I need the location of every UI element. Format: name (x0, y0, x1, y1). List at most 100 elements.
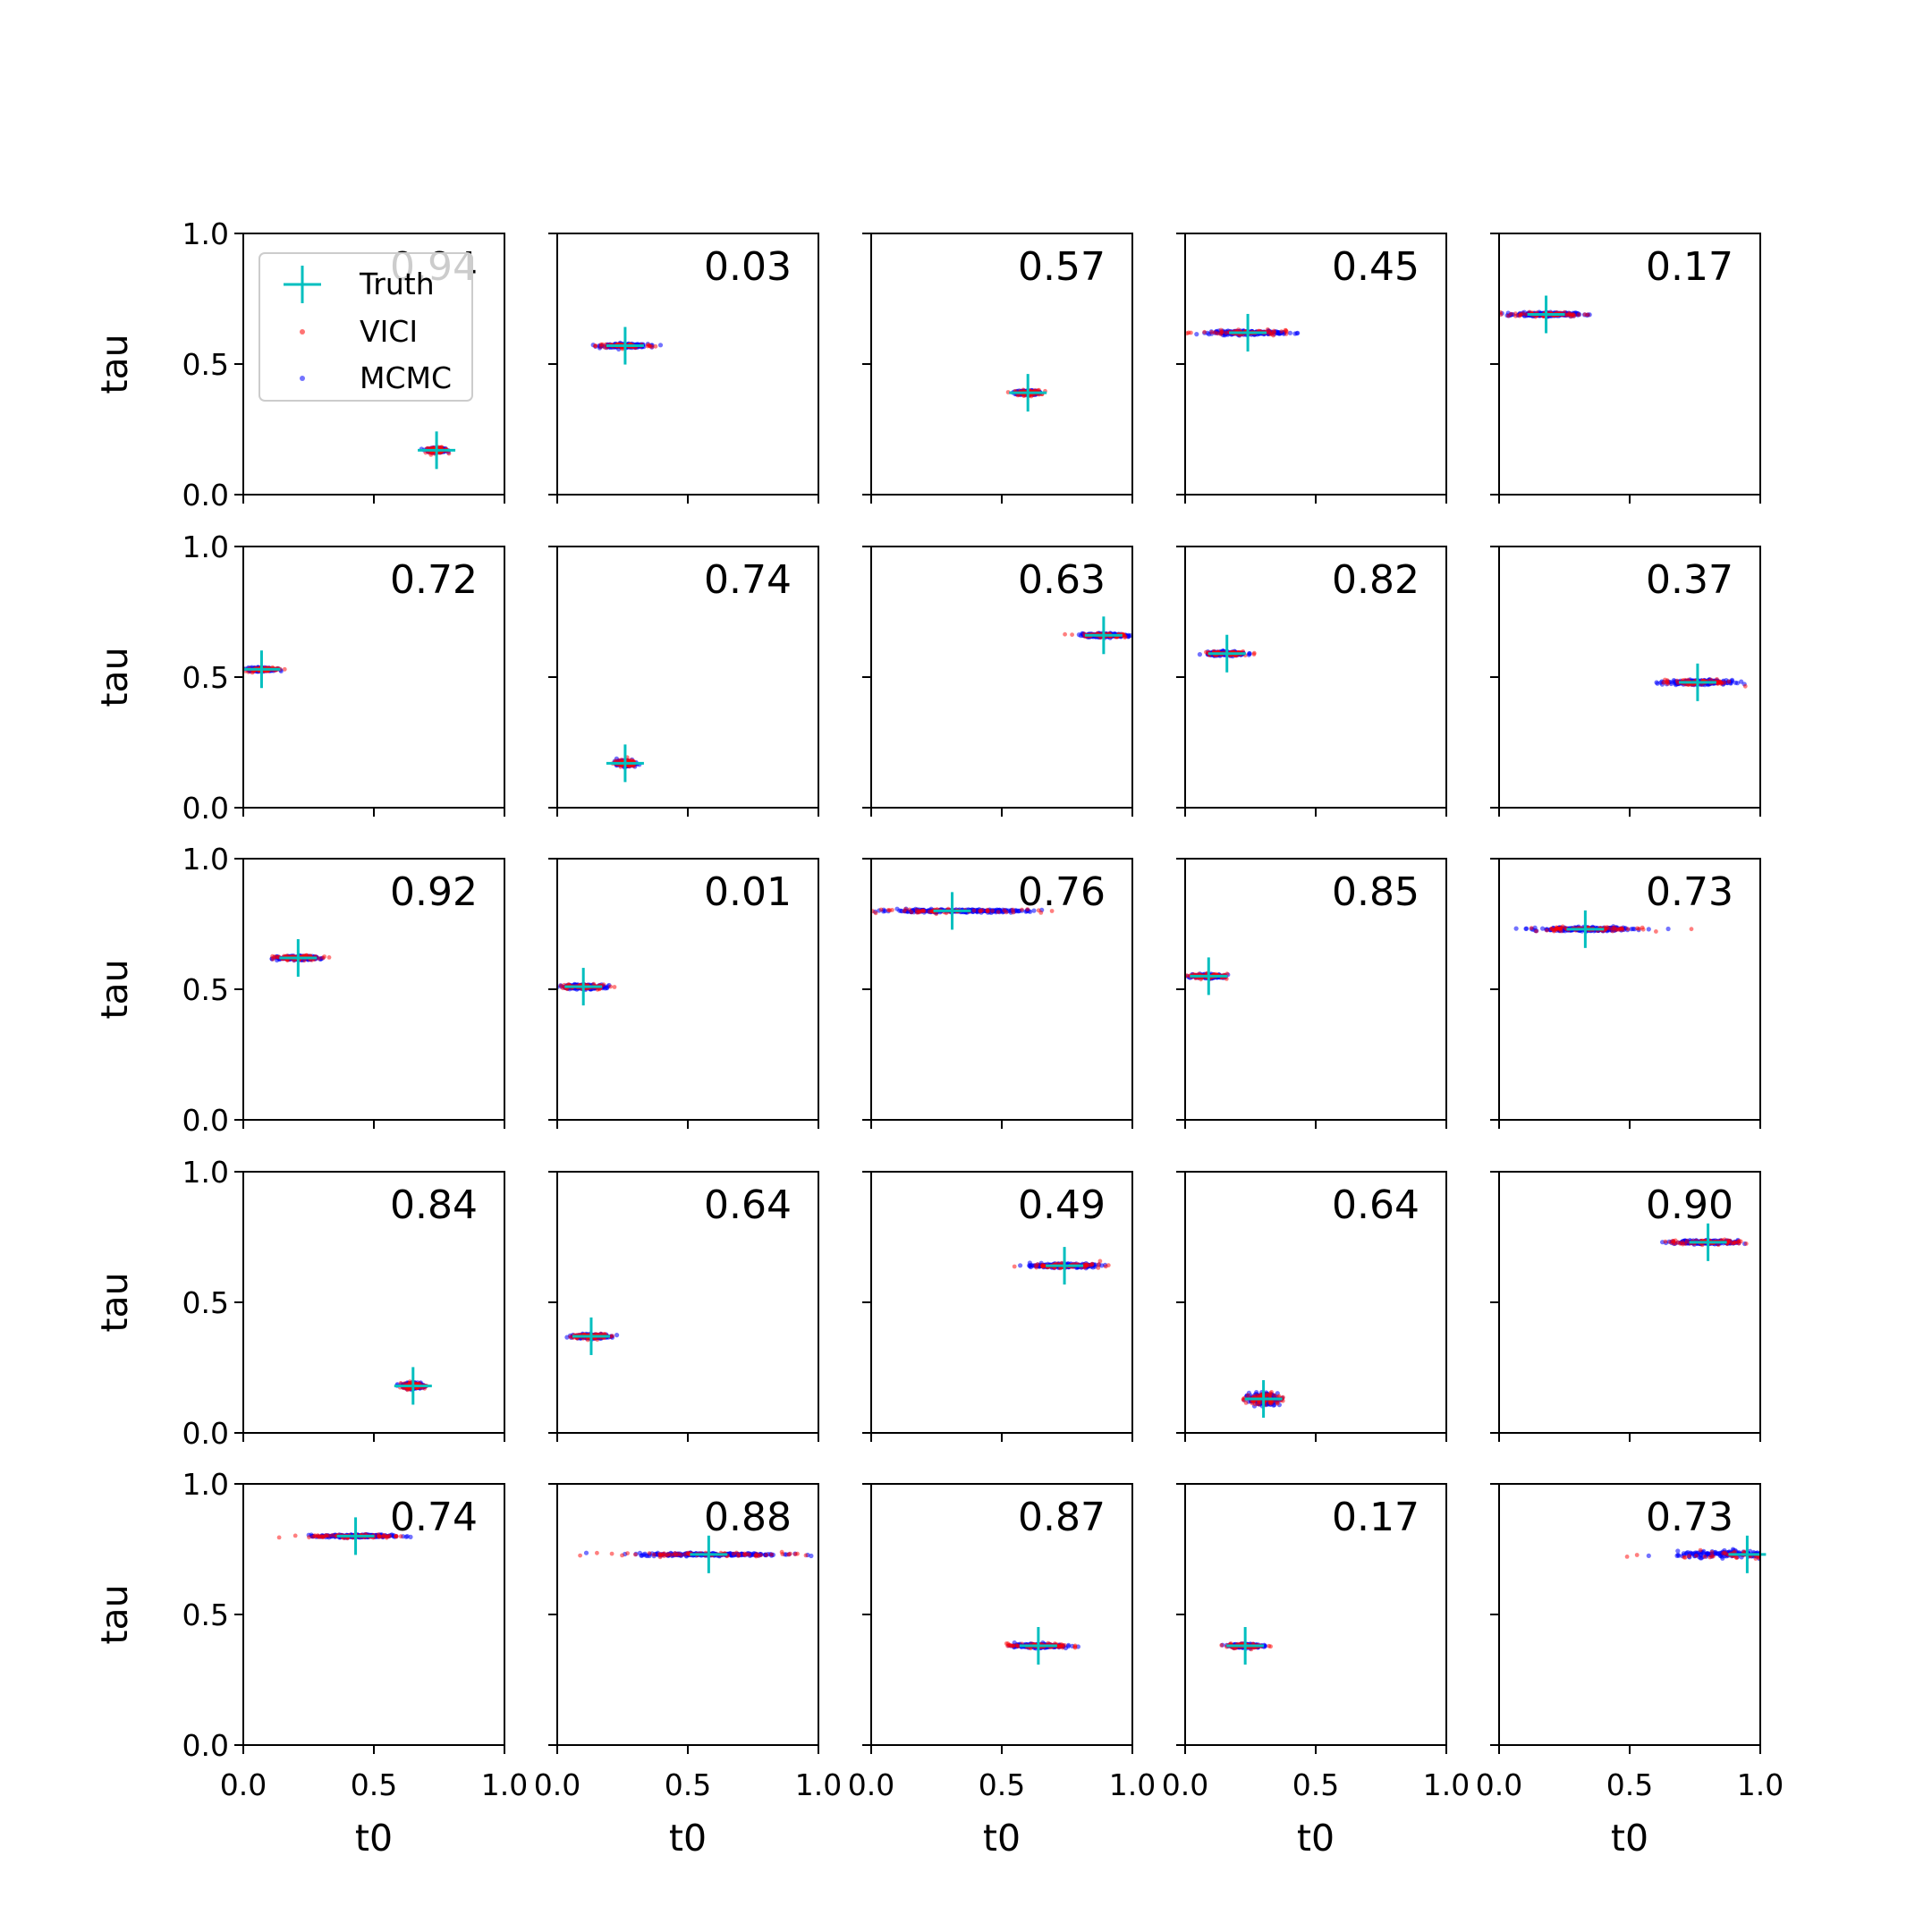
subplot: 0.03 (548, 233, 819, 504)
vici-point (1284, 329, 1289, 335)
vici-point (996, 910, 1001, 914)
vici-point (645, 343, 650, 349)
panel-value-label: 0.57 (1018, 244, 1106, 290)
panel-value-label: 0.92 (390, 869, 478, 915)
vici-point (1212, 330, 1217, 335)
vici-point (593, 343, 597, 349)
mcmc-point (1247, 650, 1252, 657)
subplot: 0.01 (548, 858, 819, 1129)
vici-point (1726, 679, 1732, 684)
vici-point (1521, 311, 1525, 316)
vici-point (1049, 909, 1055, 913)
vici-point (1025, 907, 1030, 912)
vici-point (1011, 910, 1016, 915)
mcmc-point (1126, 633, 1131, 640)
panel-value-label: 0.03 (704, 244, 792, 290)
vici-point (1020, 907, 1024, 912)
y-tick-label: 1.0 (182, 216, 229, 251)
panel-value-label: 0.76 (1018, 869, 1106, 915)
subplot: 0.74 (548, 546, 819, 817)
mcmc-point (1294, 331, 1300, 336)
vici-point (1224, 330, 1229, 335)
mcmc-point (1665, 926, 1671, 932)
vici-point (282, 666, 287, 672)
panel-value-label: 0.37 (1646, 557, 1733, 603)
vici-point (1185, 973, 1190, 979)
vici-point (914, 910, 919, 915)
mcmc-point (1734, 681, 1741, 686)
vici-point (423, 450, 428, 455)
subplot: 0.37 (1490, 546, 1761, 817)
vici-point (1004, 910, 1009, 915)
vici-point (320, 955, 326, 961)
y-axis-label: tau (93, 959, 136, 1019)
y-tick-label: 0.0 (182, 791, 229, 826)
panel-value-label: 0.72 (390, 557, 478, 603)
vici-point (1570, 312, 1575, 317)
vici-point (909, 910, 914, 915)
vici-point (903, 907, 908, 911)
y-tick-label: 1.0 (182, 530, 229, 564)
subplot: 0.45 (1176, 233, 1447, 504)
mcmc-point (657, 343, 664, 348)
vici-point (1719, 680, 1724, 685)
vici-point (317, 956, 321, 961)
panel-value-label: 0.74 (704, 557, 792, 603)
y-tick-label: 0.5 (182, 347, 229, 382)
y-tick-label: 0.5 (182, 660, 229, 695)
vici-point (1070, 632, 1074, 637)
vici-point (990, 909, 995, 913)
mcmc-point (1540, 926, 1546, 931)
mcmc-point (1287, 330, 1293, 335)
vici-point (873, 911, 878, 916)
vici-point (608, 984, 613, 989)
vici-point (326, 955, 332, 960)
y-axis-label: tau (93, 647, 136, 707)
mcmc-point (1654, 680, 1659, 685)
vici-point (1265, 327, 1270, 332)
mcmc-point (897, 908, 902, 913)
vici-point (1218, 332, 1224, 336)
mcmc-point (1668, 681, 1674, 687)
vici-point (1664, 680, 1669, 685)
mcmc-point (1739, 679, 1744, 684)
vici-point (631, 764, 636, 768)
vici-point (446, 451, 452, 456)
panel-value-label: 0.82 (1332, 557, 1419, 603)
vici-point (620, 346, 625, 352)
vici-point (301, 958, 307, 963)
vici-point (653, 343, 658, 349)
vici-point (985, 909, 990, 913)
vici-point (1251, 650, 1257, 656)
vici-point (890, 908, 894, 912)
subplot: 0.85 (1176, 858, 1447, 1129)
vici-point (1209, 330, 1215, 335)
subplot: 0.0 0.5 1.0 tau 0.72 (93, 530, 505, 826)
vici-point (920, 908, 926, 913)
subplot: 0.76 (862, 858, 1133, 1129)
vici-point (1506, 313, 1511, 318)
subplot: 0.63 (862, 546, 1133, 817)
vici-point (1038, 911, 1044, 915)
mcmc-point (1275, 331, 1281, 336)
subplot: 0.73 (1490, 858, 1761, 1129)
vici-point (270, 956, 275, 962)
vici-point (1585, 312, 1590, 318)
vici-point (1742, 683, 1748, 689)
subplot: 0.57 (862, 233, 1133, 504)
mcmc-point (1031, 908, 1037, 913)
vici-point (1513, 311, 1518, 316)
panel-value-label: 0.01 (704, 869, 792, 915)
panel-value-label: 0.63 (1018, 557, 1106, 603)
vici-point (1279, 329, 1284, 334)
mcmc-point (1523, 926, 1529, 931)
vici-point (600, 342, 606, 347)
subplot: 0.17 (1490, 233, 1761, 504)
mcmc-point (1646, 927, 1651, 932)
subplot-grid: 0.00.51.0tau0.940.030.570.450.170.00.51.… (93, 216, 1784, 1860)
y-tick-label: 1.0 (182, 842, 229, 877)
y-tick-label: 0.0 (182, 1103, 229, 1138)
mcmc-point (1194, 332, 1199, 337)
